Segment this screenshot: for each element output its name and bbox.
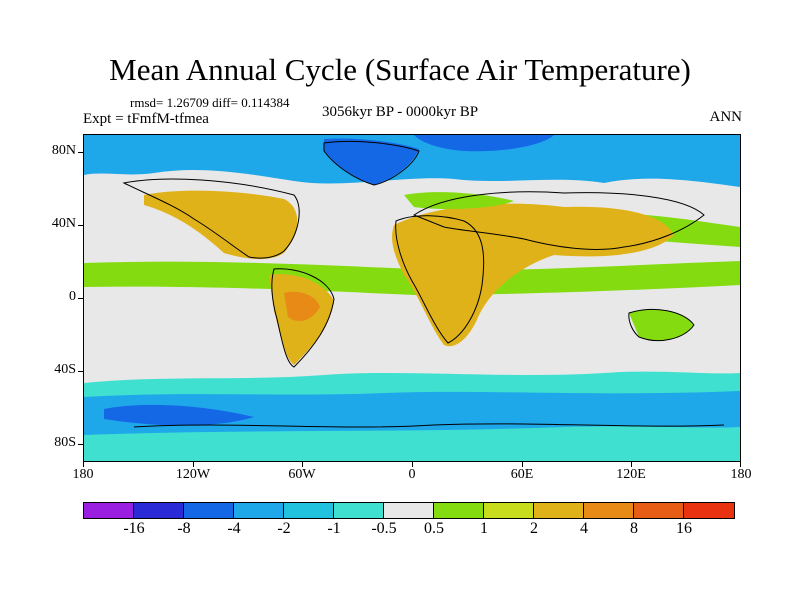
greenland-cold-region	[324, 138, 419, 185]
lat-tick	[78, 371, 83, 372]
lat-tick	[78, 225, 83, 226]
lon-label-120w: 120W	[175, 467, 211, 482]
colorbar-box-10	[584, 503, 634, 518]
map-canvas	[84, 135, 740, 461]
lon-tick	[302, 462, 303, 467]
colorbar-box-11	[634, 503, 684, 518]
lon-tick	[83, 462, 84, 467]
colorbar-label-0: -16	[123, 520, 145, 537]
colorbar-label-7: 1	[480, 520, 488, 537]
coastlines	[122, 140, 725, 428]
lat-label-80s: 80S	[54, 435, 76, 450]
africa-eurasia-warm	[392, 203, 674, 347]
colorbar-label-1: -8	[177, 520, 191, 537]
colorbar-box-6	[384, 503, 434, 518]
southern-ocean-deep-band	[104, 404, 254, 426]
antarctic-cyan-band	[84, 426, 740, 461]
lat-label-equator: 0	[69, 289, 76, 304]
lat-label-80n: 80N	[51, 143, 76, 158]
lon-tick	[522, 462, 523, 467]
australia-green	[629, 309, 694, 341]
colorbar-box-5	[334, 503, 384, 518]
arctic-deep-cold-region	[414, 135, 554, 152]
colorbar-box-4	[284, 503, 334, 518]
colorbar	[83, 502, 735, 519]
lon-label-180w: 180	[72, 467, 94, 482]
north-america-warm	[144, 190, 298, 260]
lat-tick	[78, 298, 83, 299]
colorbar-label-10: 8	[630, 520, 638, 537]
lat-label-40n: 40N	[51, 216, 76, 231]
plot-title: Mean Annual Cycle (Surface Air Temperatu…	[109, 52, 691, 87]
colorbar-box-12	[684, 503, 734, 518]
lon-tick	[412, 462, 413, 467]
lat-tick	[78, 152, 83, 153]
lon-label-120e: 120E	[616, 467, 646, 482]
south-america-core	[284, 291, 320, 322]
colorbar-label-9: 4	[580, 520, 588, 537]
colorbar-box-7	[434, 503, 484, 518]
colorbar-box-0	[84, 503, 134, 518]
colorbar-label-3: -2	[277, 520, 291, 537]
lat-label-40s: 40S	[54, 362, 76, 377]
statistics-text: rmsd= 1.26709 diff= 0.114384	[130, 95, 290, 110]
lon-tick	[740, 462, 741, 467]
temperature-map	[83, 134, 741, 462]
europe-green	[404, 192, 514, 209]
lon-tick	[631, 462, 632, 467]
lon-label-0: 0	[408, 467, 416, 482]
season-label: ANN	[709, 109, 743, 125]
colorbar-label-8: 2	[530, 520, 538, 537]
colorbar-box-8	[484, 503, 534, 518]
colorbar-box-3	[234, 503, 284, 518]
colorbar-box-2	[184, 503, 234, 518]
colorbar-label-5: -0.5	[371, 520, 397, 537]
colorbar-box-9	[534, 503, 584, 518]
period-label: 3056kyr BP - 0000kyr BP	[322, 104, 479, 120]
colorbar-label-2: -4	[227, 520, 241, 537]
lon-tick	[193, 462, 194, 467]
experiment-label: Expt = tFmfM-tfmea	[83, 111, 209, 127]
colorbar-box-1	[134, 503, 184, 518]
lon-label-60e: 60E	[510, 467, 534, 482]
lon-label-60w: 60W	[288, 467, 316, 482]
colorbar-label-6: 0.5	[424, 520, 444, 537]
colorbar-label-11: 16	[676, 520, 692, 537]
colorbar-label-4: -1	[327, 520, 341, 537]
lat-tick	[78, 444, 83, 445]
lon-label-180e: 180	[730, 467, 752, 482]
arctic-cold-region	[84, 135, 740, 187]
